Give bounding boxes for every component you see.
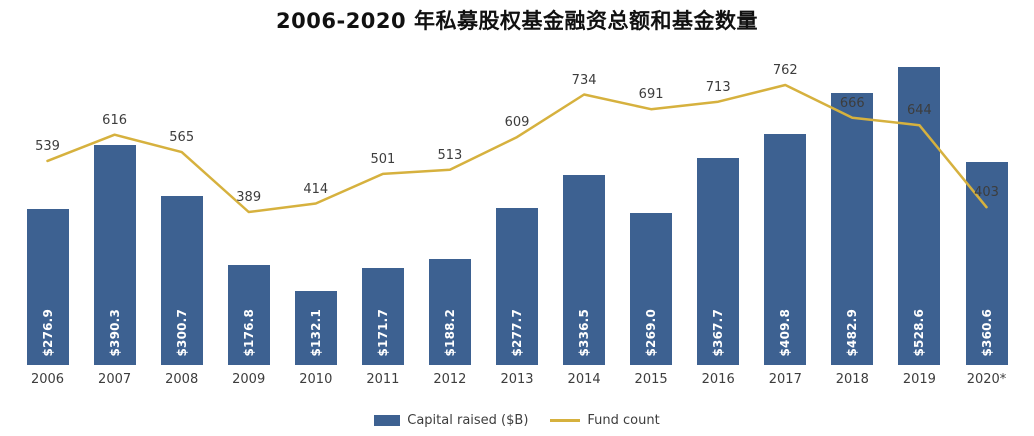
fund-count-label: 734 [571,72,597,88]
bar-value-label: $276.9 [40,309,55,357]
bar-2010: $132.1 [294,290,337,365]
bar-value-label: $132.1 [308,309,323,357]
bar-2013: $277.7 [496,208,538,365]
bar-value-label: $300.7 [174,309,189,357]
fund-count-label: 713 [705,79,731,95]
legend-bar-swatch [374,415,401,426]
x-axis-label: 2015 [634,372,668,387]
fund-count-label: 666 [839,95,865,111]
legend: Capital raised ($B) Fund count [0,413,1034,428]
bar-2017: $409.8 [764,134,807,365]
x-axis-label: 2018 [835,372,869,387]
bar-value-label: $409.8 [778,309,793,357]
bar-value-label: $176.8 [241,309,256,357]
x-axis-label: 2014 [567,372,601,387]
x-axis-label: 2019 [902,372,936,387]
bar-2006: $276.9 [26,208,69,365]
fund-count-label: 513 [437,147,463,163]
fund-count-label: 539 [35,138,60,154]
x-axis-label: 2007 [98,372,132,387]
bar-value-label: $188.2 [442,309,457,357]
bar-value-label: $390.3 [107,309,122,357]
legend-line-label: Fund count [587,413,660,428]
x-axis-label: 2016 [701,372,735,387]
bar-2014: $336.5 [563,175,606,365]
x-axis-label: 2020* [966,372,1007,387]
fund-count-label: 644 [906,103,932,119]
x-axis-label: 2009 [232,372,266,387]
bar-2009: $176.8 [227,265,270,365]
fund-count-label: 389 [236,190,262,205]
fund-count-label: 762 [772,63,798,78]
fund-count-label: 414 [303,181,329,197]
x-axis-label: 2012 [433,372,467,387]
bar-2008: $300.7 [160,195,203,365]
legend-bar-label: Capital raised ($B) [407,413,529,428]
x-axis-label: 2008 [165,372,199,387]
bar-value-label: $336.5 [577,309,592,357]
bar-value-label: $360.6 [979,309,994,357]
bar-2012: $188.2 [428,258,471,365]
bar-2016: $367.7 [697,157,740,365]
fund-count-label: 565 [169,130,195,146]
fund-count-label: 403 [974,185,999,201]
fund-count-label: 616 [102,112,128,128]
legend-line-swatch [550,419,581,422]
fund-count-label: 501 [370,151,396,167]
x-axis-label: 2006 [30,372,65,387]
bar-value-label: $171.7 [375,309,390,357]
bar-value-label: $367.7 [711,309,726,357]
fund-count-label: 609 [504,115,530,131]
chart-title: 2006-2020 年私募股权基金融资总额和基金数量 [276,9,758,33]
bar-2011: $171.7 [361,268,404,365]
bar-value-label: $482.9 [845,309,860,357]
bar-value-label: $528.6 [912,309,927,357]
x-axis-label: 2010 [299,372,333,387]
bar-value-label: $269.0 [644,309,659,357]
x-axis-label: 2013 [500,372,534,387]
bar-2015: $269.0 [630,213,673,365]
x-axis-label: 2011 [366,372,400,387]
bar-2007: $390.3 [93,145,136,365]
bar-2018: $482.9 [831,92,874,365]
fund-count-label: 691 [638,87,664,103]
x-axis-label: 2017 [768,372,802,387]
bar-value-label: $277.7 [510,309,524,357]
